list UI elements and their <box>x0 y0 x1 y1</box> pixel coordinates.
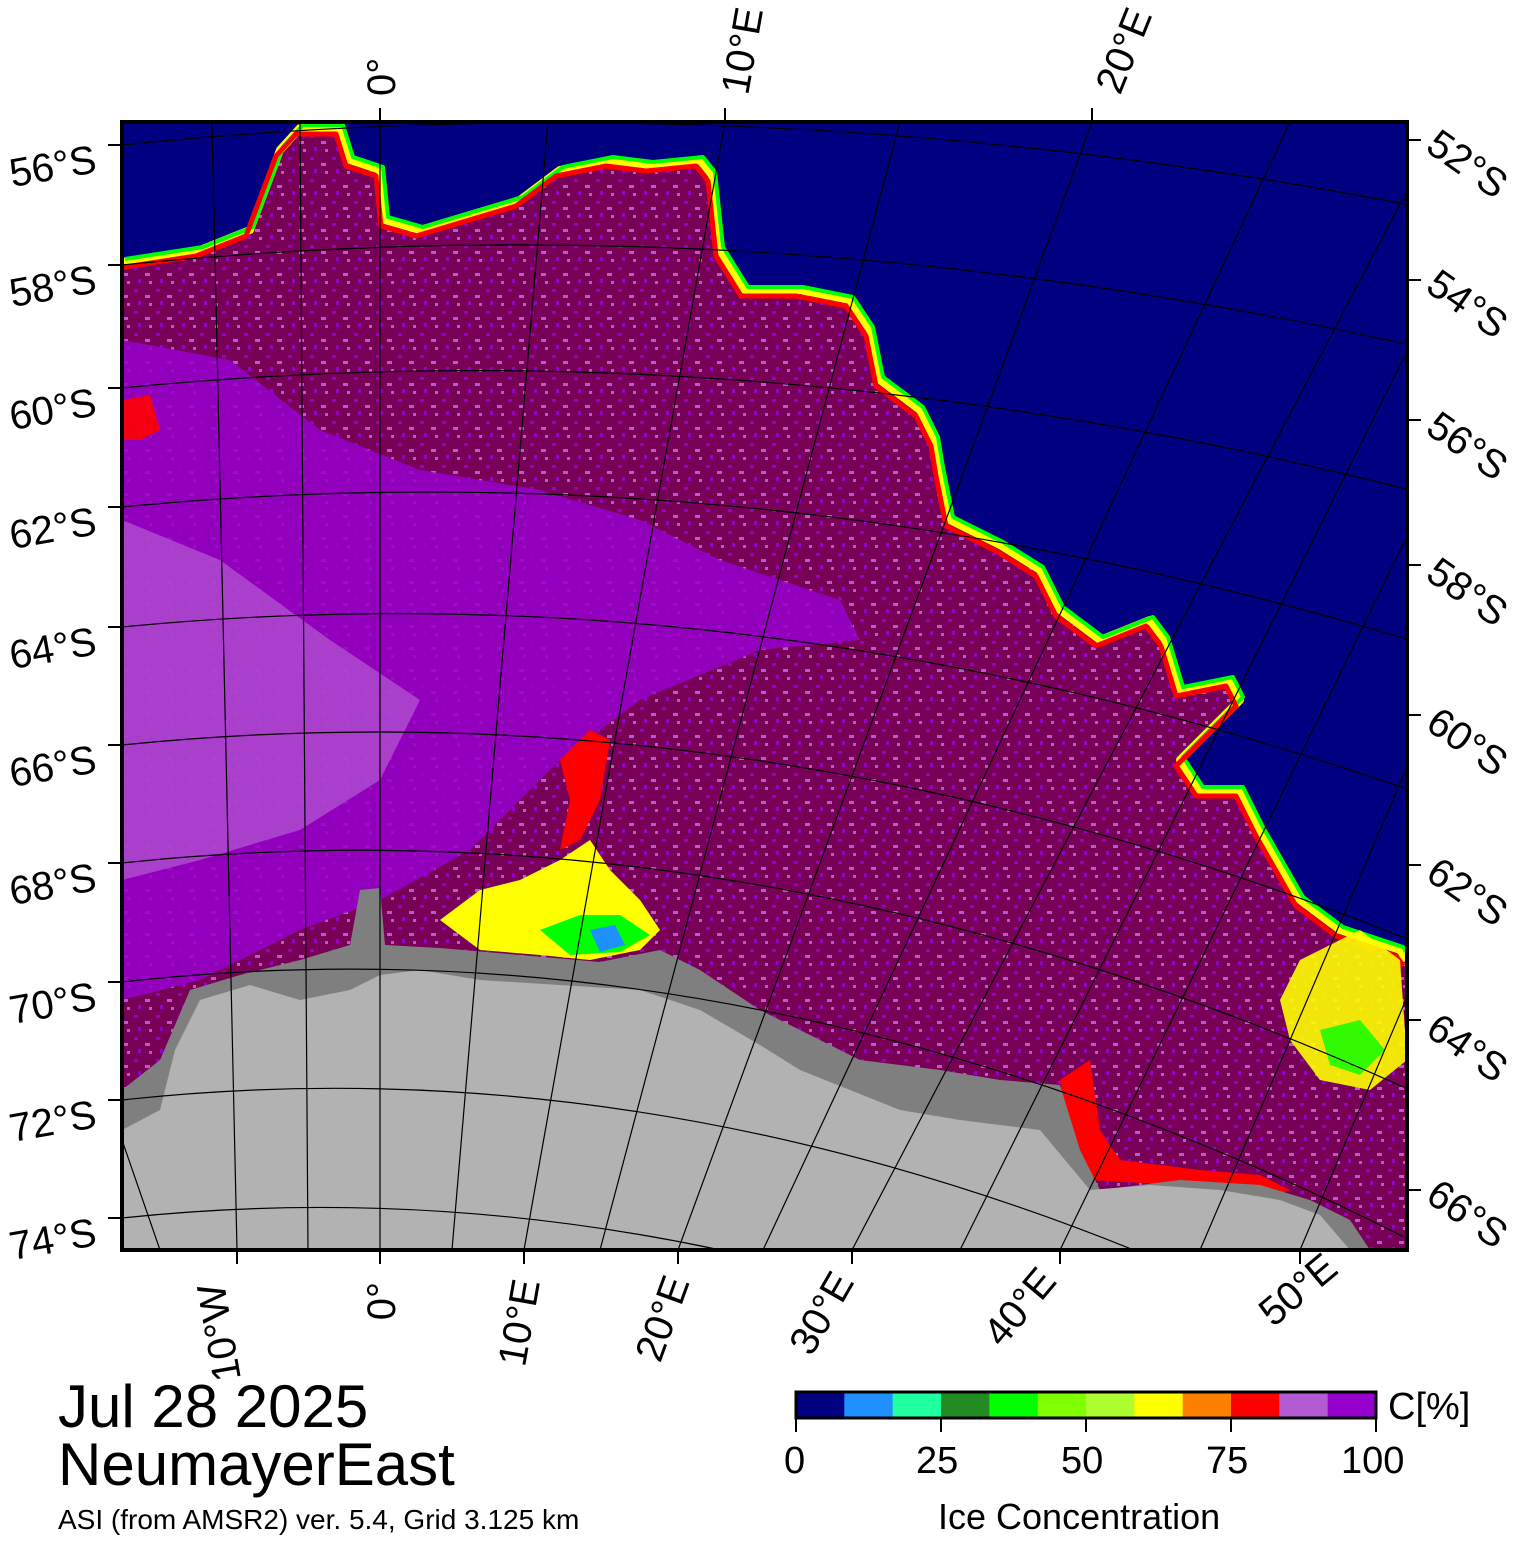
meridian-35e <box>959 349 1407 1250</box>
parallel-62s <box>122 491 1407 640</box>
colorbar-swatch <box>892 1392 942 1418</box>
colorbar-title: Ice Concentration <box>938 1496 1221 1537</box>
colorbar-tick-label: 25 <box>916 1440 959 1482</box>
lat-label: 74°S <box>6 1211 99 1269</box>
meridian-15w <box>122 1139 161 1250</box>
parallel-66s <box>122 731 1407 940</box>
ice-edge-red <box>122 131 1406 968</box>
map-area <box>122 122 1407 1250</box>
meridian-5e <box>451 122 549 1250</box>
lat-label: 70°S <box>6 975 99 1033</box>
lat-label: 62°S <box>1419 849 1516 935</box>
colorbar-swatch <box>1134 1392 1184 1418</box>
lon-label: 0° <box>360 58 404 96</box>
colorbar-swatch <box>1279 1392 1329 1418</box>
colorbar-swatch <box>1086 1392 1135 1418</box>
region-name: NeumayerEast <box>58 1431 455 1498</box>
colorbar-tick-label: 100 <box>1341 1440 1405 1482</box>
colorbar-swatches <box>796 1392 1377 1418</box>
meridian-45e <box>1199 765 1407 1250</box>
meridian-5w <box>299 122 309 1250</box>
coastal-polynya-blue <box>590 925 625 952</box>
latitude-labels-right: 52°S 54°S 56°S 58°S 60°S 62°S 64°S 66°S <box>1419 121 1516 1257</box>
lat-label: 66°S <box>6 738 99 796</box>
colorbar-swatch <box>941 1392 990 1418</box>
meridian-10w <box>211 122 238 1250</box>
lat-label: 60°S <box>1419 699 1516 785</box>
colorbar-swatch <box>1327 1392 1377 1418</box>
product-info: ASI (from AMSR2) ver. 5.4, Grid 3.125 km <box>58 1504 580 1535</box>
lat-label: 58°S <box>6 258 99 316</box>
meridian-20e <box>677 122 1093 1250</box>
colorbar-ticks <box>795 1418 1377 1432</box>
meridian-10e <box>523 122 726 1250</box>
parallel-60s <box>122 370 1407 490</box>
ice-zone-west-low <box>122 520 420 880</box>
colorbar-tick-label: 0 <box>784 1440 806 1482</box>
colorbar-tick-label: 75 <box>1206 1440 1249 1482</box>
axis-ticks <box>108 108 1421 1264</box>
lon-label: 10°W <box>189 1280 249 1385</box>
colorbar <box>794 1390 1378 1432</box>
lat-label: 52°S <box>1419 121 1516 207</box>
parallel-58s <box>122 244 1407 345</box>
ice-zone-west <box>122 340 860 1000</box>
parallel-68s <box>122 849 1407 1090</box>
parallel-72s <box>122 1087 1136 1250</box>
meridian-50e <box>1299 995 1407 1250</box>
lat-label: 60°S <box>6 381 99 439</box>
colorbar-swatch <box>1037 1392 1087 1418</box>
lat-label: 58°S <box>1419 549 1516 635</box>
colorbar-swatch <box>1182 1392 1232 1418</box>
parallel-70s <box>122 968 1407 1240</box>
latitude-labels-left: 56°S 58°S 60°S 62°S 64°S 66°S 68°S 70°S … <box>6 138 99 1269</box>
colorbar-swatch <box>1231 1392 1280 1418</box>
lat-label: 62°S <box>6 500 99 558</box>
longitude-labels-bottom: 10°W 0° 10°E 20°E 30°E 40°E 50°E <box>189 1245 1345 1385</box>
lat-label: 56°S <box>1419 403 1516 489</box>
lat-label: 68°S <box>6 856 99 914</box>
colorbar-tick-label: 50 <box>1061 1440 1104 1482</box>
lon-label: 20°E <box>1088 2 1161 99</box>
parallel-56s <box>122 122 1407 206</box>
west-coast-red <box>122 395 160 440</box>
lon-label: 0° <box>360 1282 404 1320</box>
antarctic-continent <box>122 970 1350 1250</box>
coastal-lead-red <box>560 730 610 850</box>
lat-label: 66°S <box>1419 1171 1516 1257</box>
lat-label: 72°S <box>6 1093 99 1151</box>
map-date: Jul 28 2025 <box>58 1373 369 1440</box>
colorbar-swatch <box>796 1392 845 1418</box>
lon-label: 20°E <box>627 1270 698 1367</box>
lat-label: 54°S <box>1419 261 1516 347</box>
meridian-25e <box>762 122 1291 1250</box>
graticule <box>122 122 1407 1250</box>
east-melt-zone-green <box>1320 1020 1385 1075</box>
lon-label: 40°E <box>975 1260 1065 1355</box>
meridian-40e <box>1059 534 1407 1250</box>
lon-label: 50°E <box>1251 1245 1346 1335</box>
colorbar-swatch <box>844 1392 894 1418</box>
lon-label: 10°E <box>490 1276 548 1369</box>
lat-label: 64°S <box>1419 1005 1516 1091</box>
east-coast-red <box>1060 1060 1290 1200</box>
longitude-labels-top: 0° 10°E 20°E <box>360 2 1161 99</box>
lat-label: 64°S <box>6 620 99 678</box>
meridian-30e <box>851 189 1407 1250</box>
colorbar-unit-label: C[%] <box>1388 1386 1471 1428</box>
lon-label: 10°E <box>714 4 772 97</box>
title-block: Jul 28 2025 NeumayerEast ASI (from AMSR2… <box>58 1373 580 1540</box>
lat-label: 56°S <box>6 138 99 196</box>
parallel-74s <box>122 1206 724 1250</box>
map-frame <box>120 120 1409 1252</box>
meridian-15e <box>599 122 901 1250</box>
colorbar-swatch <box>989 1392 1039 1418</box>
lon-label: 30°E <box>781 1265 863 1362</box>
